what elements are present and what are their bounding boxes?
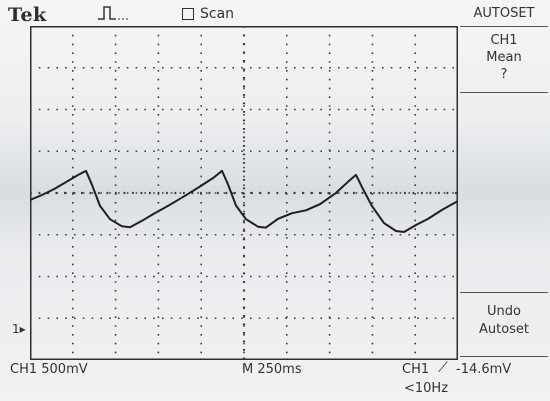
menu-divider [460, 92, 548, 93]
trigger-pulse-icon [98, 6, 130, 20]
menu-measure-value: ? [500, 67, 508, 82]
rising-edge-icon: ⟋ [438, 360, 448, 376]
trigger-level: -14.6mV [456, 362, 512, 377]
status-readout: CH1 500mV M 250ms CH1 ⟋ -14.6mV <10Hz [0, 360, 550, 401]
timebase: M 250ms [242, 362, 302, 377]
trigger-source: CH1 [402, 362, 430, 377]
menu-divider [460, 292, 548, 293]
arrow-right-icon: ▸ [19, 322, 26, 336]
side-menu: AUTOSET CH1 Mean ? Undo Autoset [460, 0, 550, 360]
ground-marker-label: 1 [12, 322, 20, 336]
graticule [30, 26, 458, 360]
menu-divider [460, 356, 548, 357]
ch1-ground-marker: 1▸ [12, 322, 26, 336]
menu-divider [460, 26, 548, 27]
undo-autoset-line2[interactable]: Autoset [478, 322, 530, 337]
scan-toggle[interactable]: Scan [182, 6, 234, 22]
trigger-frequency: <10Hz [404, 381, 449, 396]
undo-autoset-line1[interactable]: Undo [487, 304, 521, 319]
ch1-scale: CH1 500mV [10, 362, 88, 377]
ch1-waveform-trace [30, 169, 458, 233]
scan-label: Scan [200, 6, 235, 22]
scan-checkbox[interactable] [182, 8, 194, 20]
menu-measure-label[interactable]: Mean [486, 50, 522, 65]
brand-logo: Tek [8, 4, 47, 26]
menu-title: AUTOSET [473, 6, 535, 21]
waveform-display [30, 26, 458, 360]
menu-ch-label[interactable]: CH1 [490, 33, 518, 48]
